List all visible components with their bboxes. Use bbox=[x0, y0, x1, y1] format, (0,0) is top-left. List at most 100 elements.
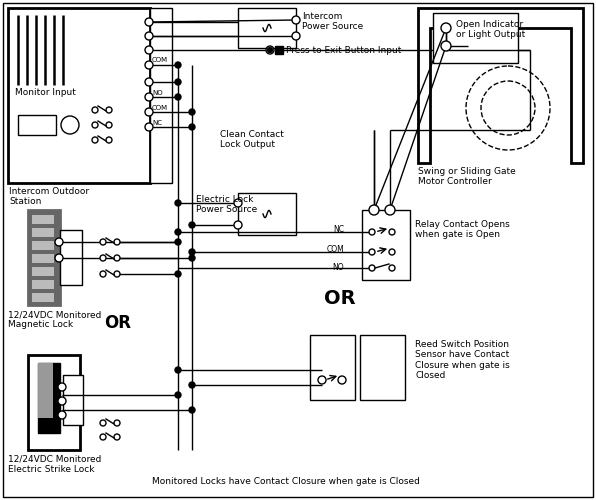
Bar bbox=[238, 193, 296, 235]
Circle shape bbox=[100, 239, 106, 245]
Bar bbox=[360, 335, 405, 400]
Circle shape bbox=[268, 48, 272, 52]
Text: COM: COM bbox=[326, 246, 344, 254]
Text: Open Indicator
or Light Output: Open Indicator or Light Output bbox=[456, 20, 525, 40]
Circle shape bbox=[369, 249, 375, 255]
Bar bbox=[32, 241, 54, 250]
Text: OR: OR bbox=[104, 314, 132, 332]
Bar bbox=[362, 210, 410, 280]
Circle shape bbox=[189, 222, 195, 228]
Text: Intercom Outdoor
Station: Intercom Outdoor Station bbox=[9, 187, 89, 206]
Circle shape bbox=[145, 108, 153, 116]
Circle shape bbox=[175, 367, 181, 373]
Text: NC: NC bbox=[152, 120, 162, 126]
Circle shape bbox=[234, 199, 242, 207]
Circle shape bbox=[175, 94, 181, 100]
Circle shape bbox=[175, 392, 181, 398]
Bar bbox=[238, 8, 296, 48]
Text: Reed Switch Position
Sensor have Contact
Closure when gate is
Closed: Reed Switch Position Sensor have Contact… bbox=[415, 340, 510, 380]
Bar bbox=[28, 210, 60, 305]
Circle shape bbox=[58, 383, 66, 391]
Text: Monitor Input: Monitor Input bbox=[15, 88, 76, 97]
Circle shape bbox=[189, 255, 195, 261]
Circle shape bbox=[292, 16, 300, 24]
Circle shape bbox=[385, 205, 395, 215]
Circle shape bbox=[389, 249, 395, 255]
Text: NC: NC bbox=[333, 226, 344, 234]
Bar bbox=[32, 267, 54, 276]
Circle shape bbox=[106, 122, 112, 128]
Text: NO: NO bbox=[152, 90, 163, 96]
Circle shape bbox=[100, 434, 106, 440]
Bar bbox=[18, 115, 56, 135]
Circle shape bbox=[189, 249, 195, 255]
Circle shape bbox=[106, 107, 112, 113]
Circle shape bbox=[58, 411, 66, 419]
Circle shape bbox=[55, 254, 63, 262]
Circle shape bbox=[189, 382, 195, 388]
Text: 12/24VDC Monitored
Magnetic Lock: 12/24VDC Monitored Magnetic Lock bbox=[8, 310, 101, 330]
Circle shape bbox=[61, 116, 79, 134]
Bar bbox=[8, 8, 150, 183]
Circle shape bbox=[145, 46, 153, 54]
Text: Press to Exit Button Input: Press to Exit Button Input bbox=[286, 46, 401, 55]
Bar bbox=[60, 230, 82, 285]
Circle shape bbox=[58, 397, 66, 405]
Circle shape bbox=[266, 46, 274, 54]
Circle shape bbox=[145, 123, 153, 131]
Text: NO: NO bbox=[333, 262, 344, 272]
Circle shape bbox=[145, 18, 153, 26]
Bar bbox=[32, 228, 54, 237]
Bar bbox=[38, 363, 60, 433]
Text: Electric Lock
Power Source: Electric Lock Power Source bbox=[196, 195, 257, 214]
Bar bbox=[63, 375, 83, 425]
Text: Intercom
Power Source: Intercom Power Source bbox=[302, 12, 363, 32]
Circle shape bbox=[441, 41, 451, 51]
Circle shape bbox=[175, 200, 181, 206]
Text: OR: OR bbox=[324, 288, 356, 308]
Circle shape bbox=[175, 229, 181, 235]
Circle shape bbox=[114, 420, 120, 426]
Circle shape bbox=[369, 205, 379, 215]
Circle shape bbox=[318, 376, 326, 384]
Text: COM: COM bbox=[152, 105, 168, 111]
Bar bbox=[38, 363, 53, 418]
Circle shape bbox=[389, 229, 395, 235]
Circle shape bbox=[441, 23, 451, 33]
Text: Clean Contact
Lock Output: Clean Contact Lock Output bbox=[220, 130, 284, 150]
Circle shape bbox=[100, 271, 106, 277]
Circle shape bbox=[145, 61, 153, 69]
Circle shape bbox=[145, 32, 153, 40]
Bar bbox=[32, 215, 54, 224]
Circle shape bbox=[369, 229, 375, 235]
Circle shape bbox=[100, 255, 106, 261]
Circle shape bbox=[100, 420, 106, 426]
Bar bbox=[275, 46, 283, 54]
Circle shape bbox=[189, 407, 195, 413]
Circle shape bbox=[145, 93, 153, 101]
Text: Relay Contact Opens
when gate is Open: Relay Contact Opens when gate is Open bbox=[415, 220, 510, 240]
Circle shape bbox=[189, 109, 195, 115]
Circle shape bbox=[114, 271, 120, 277]
Polygon shape bbox=[418, 8, 583, 163]
Circle shape bbox=[369, 265, 375, 271]
Circle shape bbox=[292, 32, 300, 40]
Bar bbox=[32, 293, 54, 302]
Circle shape bbox=[92, 107, 98, 113]
Text: Swing or Sliding Gate
Motor Controller: Swing or Sliding Gate Motor Controller bbox=[418, 167, 516, 186]
Circle shape bbox=[175, 239, 181, 245]
Circle shape bbox=[175, 271, 181, 277]
Circle shape bbox=[114, 434, 120, 440]
Circle shape bbox=[92, 122, 98, 128]
Text: 12/24VDC Monitored
Electric Strike Lock: 12/24VDC Monitored Electric Strike Lock bbox=[8, 455, 101, 474]
Circle shape bbox=[92, 137, 98, 143]
Circle shape bbox=[55, 238, 63, 246]
Circle shape bbox=[234, 221, 242, 229]
Bar bbox=[32, 254, 54, 263]
Bar bbox=[310, 335, 355, 400]
Circle shape bbox=[175, 79, 181, 85]
Circle shape bbox=[175, 62, 181, 68]
Circle shape bbox=[145, 78, 153, 86]
Circle shape bbox=[389, 265, 395, 271]
Bar bbox=[150, 8, 172, 183]
